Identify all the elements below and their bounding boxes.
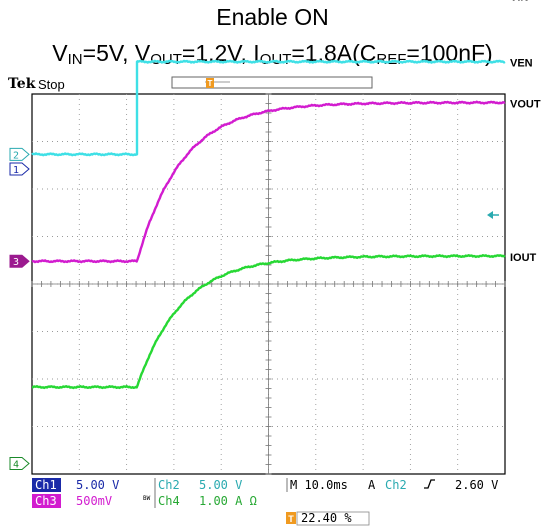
ch3-scale: 500mV [76,494,112,508]
svg-text:4: 4 [13,460,19,471]
trigger-pos-icon [286,512,296,524]
ch1-label: Ch1 [35,478,57,492]
record-trigger-icon: T [206,78,214,88]
ch4-scale: 1.00 A Ω [199,494,257,508]
channel-marker-4[interactable]: 4 [9,457,30,471]
ch2-badge [156,478,186,492]
subtitle-text: V [52,40,68,66]
svg-text:2: 2 [13,150,19,161]
subtitle-subscript: IN [67,51,83,68]
status-row-2: Ch3 500mV BW Ch4 1.00 A Ω [32,494,257,508]
trigger-mode: A [368,478,376,492]
channel-marker-2[interactable]: 2 [9,147,30,161]
ch1-badge [32,478,61,492]
trigger-source: Ch2 [385,478,407,492]
ch4-label: Ch4 [158,494,180,508]
trace-vout [31,100,506,264]
ch3-badge [32,494,61,508]
channel-marker-3[interactable]: 3 [9,254,30,268]
rising-edge-icon [424,479,435,489]
ch2-label: Ch2 [158,478,180,492]
label-iout: IOUT [510,252,537,264]
svg-text:3: 3 [13,257,19,268]
timebase: M 10.0ms [290,478,348,492]
brand-logo: Tek [8,76,36,92]
graticule-grid [31,93,506,475]
ch3-label: Ch3 [35,494,57,508]
trace-iout [31,254,506,390]
channel-marker-1[interactable]: 1 [9,162,30,176]
subtitle-subscript: REF [376,51,407,68]
acquisition-state: Stop [38,77,65,92]
trigger-position: 22.40 % [301,511,352,525]
trigger-level: 2.60 V [455,478,498,492]
trigger-position-readout: T 22.40 % [286,511,370,526]
label-vin: VIN [510,0,528,4]
waveforms [31,59,506,390]
svg-text:T: T [288,514,294,524]
bw-limit-icon: BW [143,495,151,502]
label-vout: VOUT [510,99,541,111]
trace-ven [31,59,506,157]
channel-markers: 1 2 3 4 [9,147,30,471]
subtitle-subscript: OUT [150,51,182,68]
svg-text:1: 1 [13,165,19,176]
trigger-level-icon [487,211,499,219]
ch2-scale: 5.00 V [199,478,242,492]
label-ven: VEN [510,58,533,70]
svg-text:T: T [208,79,213,88]
record-bar [171,76,373,89]
trace-labels: VIN VEN VOUT IOUT [510,0,541,264]
subtitle-subscript: OUT [259,51,292,68]
ch1-scale: 5.00 V [76,478,119,492]
status-row-1: Ch1 5.00 V Ch2 5.00 V M 10.0ms A Ch2 2.6… [32,478,498,508]
chart-title: Enable ON [216,4,329,30]
